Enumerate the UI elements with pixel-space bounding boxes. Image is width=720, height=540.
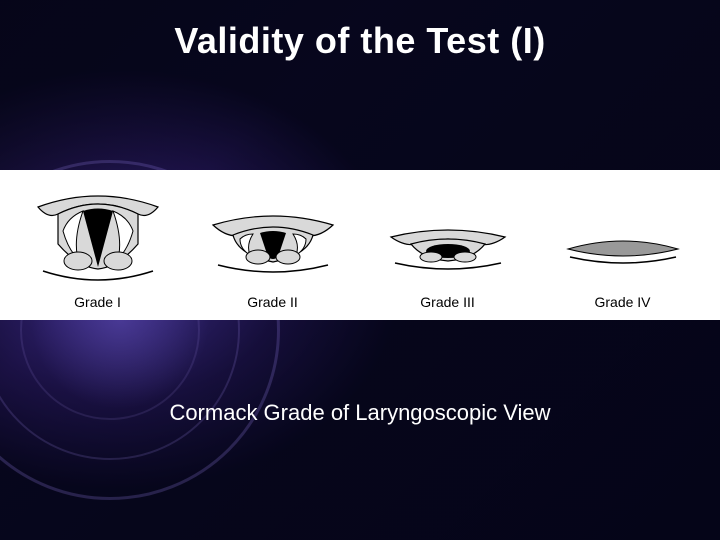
grade4-diagram [548,189,698,284]
grade-cell-2: Grade II [185,184,360,310]
grade3-diagram [373,189,523,284]
grade2-label: Grade II [247,294,298,310]
grade1-label: Grade I [74,294,121,310]
grade-cell-1: Grade I [10,184,185,310]
grade2-diagram [198,189,348,284]
slide-title: Validity of the Test (I) [0,20,720,62]
diagram-caption: Cormack Grade of Laryngoscopic View [0,400,720,426]
grade-cell-4: Grade IV [535,184,710,310]
grade4-label: Grade IV [594,294,650,310]
grade3-label: Grade III [420,294,474,310]
cormack-diagram-band: Grade I Grade II [0,170,720,320]
grade1-diagram [23,189,173,284]
grade-cell-3: Grade III [360,184,535,310]
